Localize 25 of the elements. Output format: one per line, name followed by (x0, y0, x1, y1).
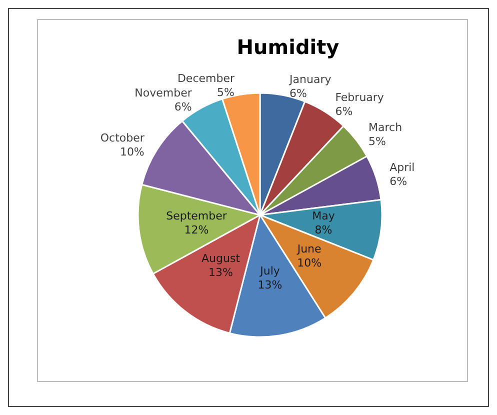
slice-label: March (368, 121, 402, 134)
slice-label: May (312, 210, 336, 223)
slice-label: January (288, 72, 332, 86)
data-label: 13% (208, 266, 233, 280)
data-label: 5% (368, 135, 386, 148)
slice-label: July (259, 264, 280, 278)
slice-label: September (166, 210, 228, 223)
data-label: 8% (314, 224, 332, 237)
chart-title: Humidity (236, 35, 340, 59)
slice-label: November (134, 86, 192, 100)
data-label: 6% (335, 104, 353, 118)
data-label: 10% (120, 145, 144, 158)
slice-label: June (296, 242, 322, 256)
slice-label: April (390, 161, 415, 174)
data-label: 6% (290, 86, 307, 100)
data-label: 12% (184, 224, 209, 237)
data-label: 13% (258, 278, 282, 292)
slice-label: October (100, 131, 145, 144)
data-label: 6% (390, 175, 408, 188)
slice-label: December (177, 72, 235, 86)
slice-label: February (335, 90, 384, 104)
data-label: 10% (297, 256, 322, 270)
slice-label: August (202, 252, 241, 266)
data-label: 6% (174, 100, 192, 114)
data-label: 5% (217, 86, 235, 100)
